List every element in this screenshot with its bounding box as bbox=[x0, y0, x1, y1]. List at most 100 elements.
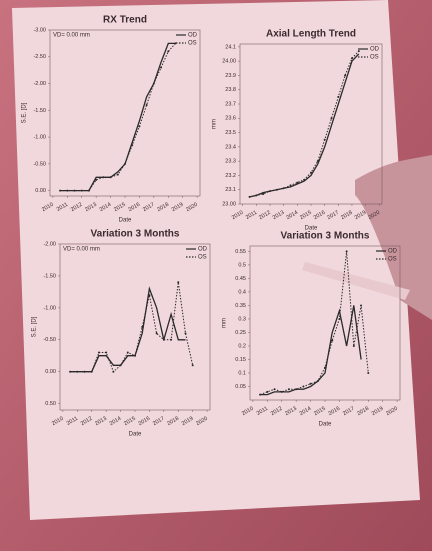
x-tick-label: 2010 bbox=[41, 202, 55, 213]
legend-label: OS bbox=[198, 255, 207, 261]
y-tick-label: 0.00 bbox=[35, 188, 46, 194]
point bbox=[116, 173, 119, 176]
point bbox=[248, 195, 251, 198]
x-tick-label: 2010 bbox=[231, 210, 245, 221]
chart: Variation 3 Months Date mm 0.05 0.1 0.15 0.2 0.… bbox=[222, 231, 401, 428]
annotation: VD= 0.00 mm bbox=[63, 247, 100, 253]
point bbox=[105, 351, 108, 354]
x-tick-label: 2017 bbox=[342, 406, 356, 417]
y-tick-label: 0.45 bbox=[235, 276, 246, 282]
point bbox=[360, 304, 363, 307]
y-axis-label: mm bbox=[212, 119, 218, 129]
x-tick-label: 2018 bbox=[356, 406, 370, 417]
point bbox=[134, 354, 136, 357]
point bbox=[323, 138, 326, 141]
y-tick-label: 23.8 bbox=[225, 87, 236, 93]
x-tick-label: 2015 bbox=[299, 210, 313, 221]
point bbox=[59, 189, 62, 192]
point bbox=[167, 50, 170, 53]
point bbox=[141, 326, 144, 328]
paper bbox=[12, 0, 420, 520]
point bbox=[69, 370, 72, 373]
x-tick-label: 2011 bbox=[245, 210, 258, 221]
point bbox=[309, 382, 312, 385]
y-tick-label: 23.2 bbox=[225, 173, 236, 179]
point bbox=[259, 393, 262, 396]
x-tick-label: 2013 bbox=[272, 210, 286, 221]
chart-title: Axial Length Trend bbox=[266, 29, 356, 40]
y-tick-label: 0.50 bbox=[45, 401, 56, 407]
x-tick-label: 2019 bbox=[371, 406, 385, 417]
x-tick-label: 2010 bbox=[51, 416, 65, 427]
x-tick-label: 2013 bbox=[84, 202, 98, 213]
point bbox=[302, 385, 305, 388]
x-tick-label: 2012 bbox=[270, 406, 284, 417]
legend-label: OS bbox=[388, 257, 397, 263]
point bbox=[138, 125, 141, 128]
y-tick-label: 23.4 bbox=[225, 144, 236, 150]
point bbox=[124, 162, 126, 165]
y-tick-label: 23.9 bbox=[225, 73, 236, 79]
x-tick-label: 2011 bbox=[56, 202, 69, 213]
x-tick-label: 2015 bbox=[113, 202, 127, 213]
point bbox=[262, 193, 265, 195]
y-tick-label: -2.00 bbox=[33, 81, 46, 87]
y-axis-label: S.E. [D] bbox=[32, 316, 38, 337]
legend-label: OD bbox=[188, 33, 198, 39]
y-axis-label: mm bbox=[222, 318, 228, 328]
annotation: VD= 0.00 mm bbox=[53, 33, 90, 39]
x-tick-label: 2012 bbox=[80, 416, 94, 427]
point bbox=[90, 370, 93, 373]
y-tick-label: -0.50 bbox=[33, 161, 46, 167]
y-axis-label: S.E. [D] bbox=[22, 102, 28, 123]
y-tick-label: 0.3 bbox=[238, 316, 246, 322]
y-tick-label: -1.00 bbox=[33, 135, 46, 141]
point bbox=[73, 189, 76, 192]
x-tick-label: 2015 bbox=[313, 406, 327, 417]
point bbox=[83, 370, 86, 373]
charts: RX Trend Date S.E. [D] VD= 0.00 mm -3.00 -2.5… bbox=[22, 15, 401, 438]
y-tick-label: 23.7 bbox=[225, 101, 236, 107]
x-tick-label: 2016 bbox=[328, 406, 342, 417]
point bbox=[344, 74, 347, 77]
point bbox=[345, 250, 348, 253]
x-tick-label: 2018 bbox=[156, 202, 170, 213]
point bbox=[310, 171, 312, 174]
y-tick-label: 23.1 bbox=[225, 187, 236, 193]
x-tick-label: 2016 bbox=[313, 210, 327, 221]
point bbox=[357, 50, 360, 53]
point bbox=[303, 178, 306, 181]
y-tick-label: -2.50 bbox=[33, 54, 46, 60]
y-tick-label: -0.50 bbox=[43, 337, 56, 343]
point bbox=[148, 294, 151, 297]
point bbox=[112, 370, 115, 373]
point bbox=[191, 364, 194, 367]
x-tick-label: 2018 bbox=[166, 416, 180, 427]
legend-label: OS bbox=[370, 55, 379, 61]
legend-label: OS bbox=[188, 41, 197, 47]
point bbox=[155, 332, 158, 335]
point bbox=[296, 181, 299, 184]
point bbox=[87, 189, 90, 192]
x-axis-label: Date bbox=[129, 432, 142, 438]
point bbox=[324, 366, 326, 369]
point bbox=[174, 42, 177, 45]
hand bbox=[355, 155, 432, 320]
y-tick-label: 23.3 bbox=[225, 159, 236, 165]
x-tick-label: 2014 bbox=[99, 202, 113, 213]
point bbox=[352, 344, 355, 347]
x-tick-label: 2020 bbox=[367, 210, 381, 221]
y-tick-label: 0.05 bbox=[235, 384, 246, 390]
point bbox=[76, 370, 79, 373]
point bbox=[337, 95, 340, 98]
y-tick-label: 23.5 bbox=[225, 130, 236, 136]
x-axis-label: Date bbox=[319, 422, 332, 428]
y-tick-label: 0.5 bbox=[238, 262, 246, 268]
x-tick-label: 2019 bbox=[181, 416, 195, 427]
point bbox=[331, 339, 334, 342]
point bbox=[177, 281, 180, 284]
x-tick-label: 2011 bbox=[66, 416, 79, 427]
y-tick-label: -2.00 bbox=[43, 241, 56, 247]
y-tick-label: 0.25 bbox=[235, 330, 246, 336]
x-tick-label: 2016 bbox=[138, 416, 152, 427]
